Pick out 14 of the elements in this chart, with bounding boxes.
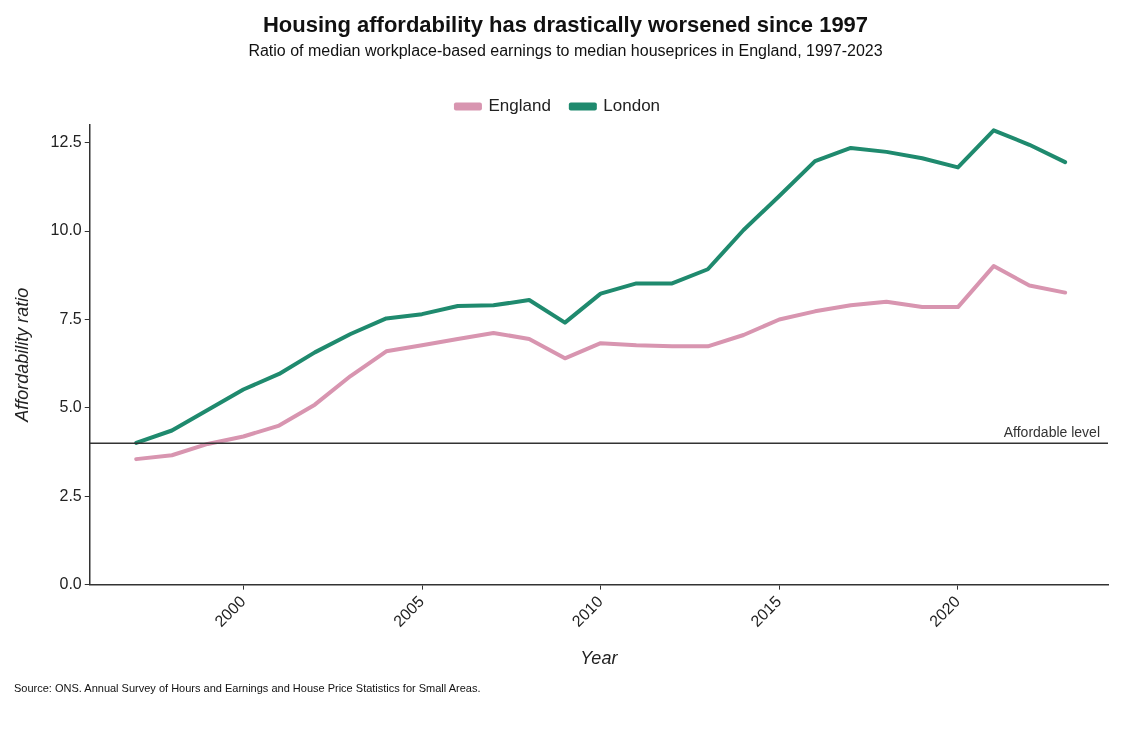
legend-label: London: [603, 96, 661, 116]
chart-subtitle: Ratio of median workplace-based earnings to median houseprices in England, 1997-2023: [247, 42, 884, 60]
y-tick-label: 2.5: [59, 486, 82, 504]
y-tick-label: 5.0: [59, 398, 82, 416]
y-axis-title: Affordability ratio: [11, 287, 32, 423]
y-tick-label: 0.0: [59, 575, 82, 593]
y-tick-label: 12.5: [50, 133, 82, 151]
source-note: Source: ONS. Annual Survey of Hours and Earnings and House Price Statistics for Small Areas.: [14, 682, 482, 694]
y-tick-label: 7.5: [59, 309, 82, 327]
chart-title: Housing affordability has drastically worsened since 1997: [261, 11, 870, 38]
x-axis-title: Year: [580, 648, 619, 669]
legend-label: England: [488, 96, 551, 116]
ref-line-label: Affordable level: [1003, 424, 1100, 441]
y-tick-label: 10.0: [50, 221, 82, 239]
